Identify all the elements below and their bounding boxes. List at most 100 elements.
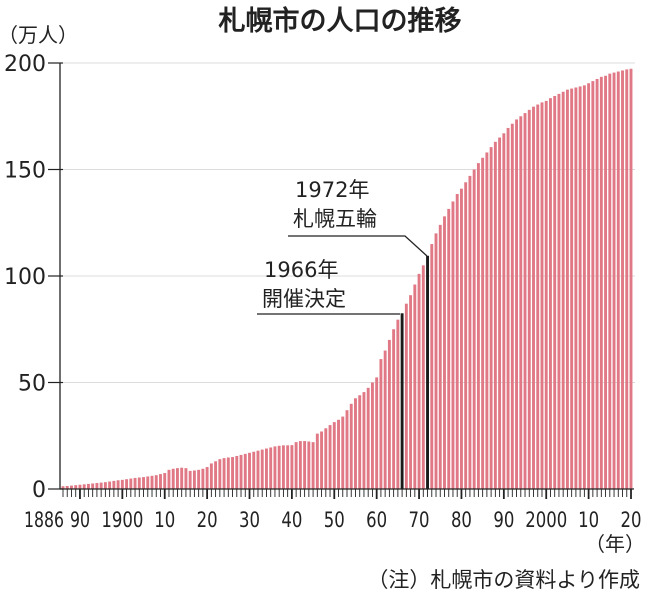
bar: [502, 133, 506, 490]
bar: [604, 75, 608, 489]
bar: [595, 78, 599, 489]
bar: [74, 485, 78, 489]
bar: [464, 182, 468, 489]
bar: [345, 410, 349, 489]
bar: [65, 486, 69, 489]
bar: [417, 273, 421, 489]
bar: [159, 474, 162, 489]
bar: [578, 86, 582, 490]
bar: [294, 442, 298, 489]
bar: [146, 476, 150, 489]
x-tick-label: 60: [366, 508, 387, 532]
bar: [438, 224, 442, 489]
highlight-bar-1966: [400, 313, 404, 489]
bar: [226, 457, 230, 489]
bar: [61, 486, 65, 489]
bar: [341, 416, 345, 489]
bar: [587, 83, 591, 490]
x-tick-label: 50: [324, 508, 345, 532]
annotation-1966-label: 開催決定: [262, 287, 346, 311]
chart-title: 札幌市の人口の推移: [219, 5, 462, 37]
bar: [443, 216, 446, 490]
bar: [370, 382, 374, 489]
bar: [307, 441, 311, 489]
bar: [243, 453, 247, 489]
bar: [125, 479, 129, 489]
bar: [599, 76, 603, 489]
bar: [485, 152, 489, 489]
bar: [392, 329, 396, 489]
bar: [120, 479, 124, 489]
bar: [354, 398, 357, 489]
annotation-1972-leader: [288, 235, 428, 257]
bar: [574, 87, 578, 490]
bar: [239, 454, 243, 489]
bar: [540, 102, 544, 489]
bar: [481, 157, 485, 489]
bar: [404, 303, 408, 489]
x-axis-unit: （年）: [585, 532, 645, 556]
bar: [337, 419, 340, 489]
bar: [222, 458, 226, 489]
bar: [379, 359, 383, 489]
x-tick-labels: 1886 90 1900 10 20 30 40 50 60 70 80 90 2000 10 20: [24, 508, 642, 532]
x-tick-label: 1886: [24, 508, 64, 532]
y-axis-unit: （万人）: [0, 23, 78, 47]
bar: [311, 442, 315, 489]
bar: [214, 461, 218, 489]
x-tick-label: 90: [493, 508, 514, 532]
bar: [82, 484, 86, 489]
bar: [286, 445, 290, 489]
bar: [557, 93, 561, 489]
bar: [86, 483, 90, 489]
bar: [616, 71, 620, 490]
bar: [273, 446, 277, 489]
x-tick-label: 90: [70, 508, 90, 532]
bar: [137, 477, 141, 489]
bar: [70, 485, 73, 489]
bar: [387, 339, 391, 489]
x-tick-label: 20: [621, 508, 642, 532]
bar: [527, 109, 531, 490]
bar: [154, 475, 158, 489]
bar: [510, 123, 514, 489]
bar: [91, 483, 95, 489]
bar: [133, 477, 137, 489]
bar: [332, 422, 336, 489]
bar: [269, 447, 273, 489]
bar: [163, 473, 167, 489]
bar: [591, 81, 595, 489]
bar: [413, 284, 417, 489]
x-tick-label: 10: [578, 508, 599, 532]
bar: [349, 403, 353, 489]
bar: [95, 483, 99, 489]
bar: [303, 441, 307, 489]
bar: [197, 469, 201, 489]
bar: [358, 395, 362, 489]
bar: [455, 193, 459, 489]
x-tick-label: 40: [281, 508, 302, 532]
bar: [281, 445, 285, 489]
bar: [582, 85, 586, 490]
bar: [209, 463, 213, 489]
bar: [451, 201, 455, 489]
x-tick-label: 30: [239, 508, 260, 532]
bar: [328, 425, 332, 489]
bar: [324, 428, 328, 489]
bar: [362, 392, 366, 489]
bar: [175, 468, 179, 489]
bar: [150, 475, 154, 489]
bar: [544, 100, 548, 489]
bar: [421, 265, 425, 489]
gridlines: [63, 62, 635, 383]
x-tick-label: 1900: [101, 508, 143, 532]
bar: [434, 233, 438, 489]
bar: [315, 433, 319, 489]
y-tick-label: 0: [32, 478, 46, 503]
bar: [430, 244, 434, 489]
bar: [184, 468, 188, 489]
annotation-1972-label: 札幌五輪: [293, 207, 377, 231]
bar: [383, 350, 387, 489]
bar: [625, 69, 629, 489]
